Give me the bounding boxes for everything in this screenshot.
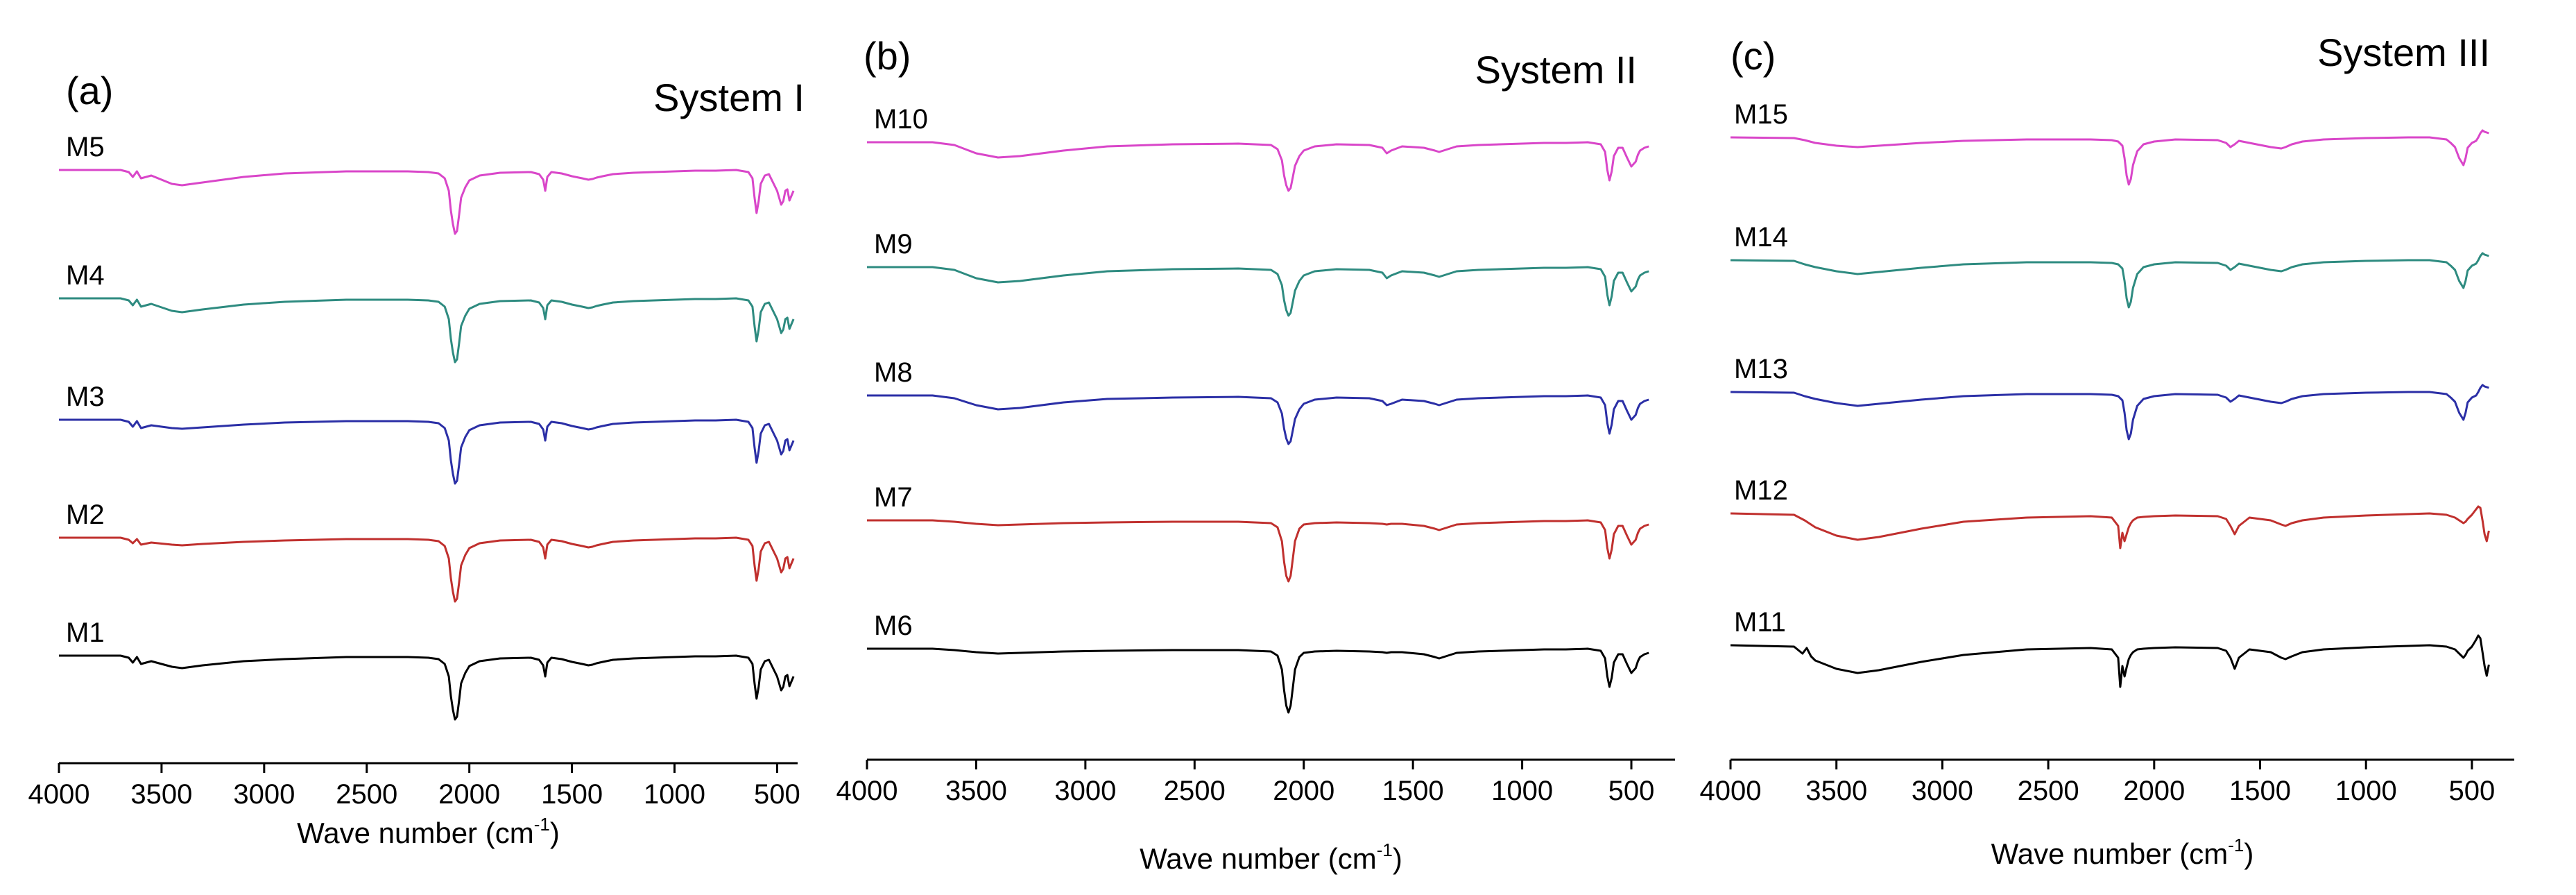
series-label-m2: M2 <box>66 500 105 530</box>
series-label-m3: M3 <box>66 382 105 412</box>
x-tick-label: 3000 <box>1054 776 1116 806</box>
panel-letter: (c) <box>1731 34 1776 78</box>
x-tick-label: 500 <box>2449 776 2496 806</box>
panel-c: 4000 3500 3000 2500 2000 1500 1000 500 Wave numb… <box>1700 31 2514 870</box>
series-label-m4: M4 <box>66 260 105 291</box>
x-tick-label: 3000 <box>1912 776 1973 806</box>
series-line-m4 <box>59 297 795 364</box>
series-line-m15 <box>1730 129 2489 186</box>
series-label-m15: M15 <box>1734 99 1788 130</box>
series-line-m14 <box>1730 252 2489 309</box>
series-line-m9 <box>867 266 1649 317</box>
x-tick-label: 500 <box>1608 776 1655 806</box>
series-label-m7: M7 <box>874 482 913 513</box>
series-line-m5 <box>59 169 795 235</box>
x-tick-label: 1000 <box>2335 776 2397 806</box>
series-line-m13 <box>1730 384 2489 441</box>
series-line-m1 <box>59 654 795 721</box>
panel-letter: (b) <box>864 34 911 78</box>
series-label-m11: M11 <box>1734 607 1786 638</box>
series-label-m8: M8 <box>874 357 913 388</box>
panel-a: 4000 3500 3000 2500 2000 1500 1000 500 Wave numb… <box>28 69 805 849</box>
series-line-m3 <box>59 418 795 485</box>
series-label-m1: M1 <box>66 617 105 648</box>
x-tick-label: 2000 <box>2123 776 2185 806</box>
series-line-m7 <box>867 519 1649 583</box>
series-label-m10: M10 <box>874 104 928 135</box>
x-axis-title: Wave number (cm-1) <box>1991 835 2254 870</box>
x-tick-label: 3500 <box>130 779 192 810</box>
x-tick-label: 1500 <box>2229 776 2291 806</box>
x-tick-label: 500 <box>754 779 800 810</box>
x-tick-label: 2500 <box>2018 776 2079 806</box>
series-label-m13: M13 <box>1734 354 1788 384</box>
panel-letter: (a) <box>66 69 113 112</box>
x-axis-title: Wave number (cm-1) <box>1140 839 1402 875</box>
chart-title: System I <box>653 76 805 119</box>
x-tick-label: 4000 <box>836 776 898 806</box>
x-axis-title: Wave number (cm-1) <box>297 814 560 849</box>
series-label-m5: M5 <box>66 132 105 162</box>
series-line-m8 <box>867 394 1649 445</box>
x-tick-label: 1500 <box>1382 776 1444 806</box>
series-label-m9: M9 <box>874 229 913 259</box>
series-label-m12: M12 <box>1734 475 1788 506</box>
x-tick-label: 2500 <box>336 779 397 810</box>
series-label-m6: M6 <box>874 611 913 641</box>
x-tick-label: 4000 <box>1700 776 1762 806</box>
x-tick-label: 2000 <box>438 779 500 810</box>
series-line-m2 <box>59 536 795 603</box>
x-tick-label: 2000 <box>1273 776 1334 806</box>
x-tick-label: 4000 <box>28 779 90 810</box>
x-tick-label: 1000 <box>644 779 705 810</box>
chart-title: System III <box>2317 31 2490 74</box>
x-tick-label: 3500 <box>945 776 1007 806</box>
x-tick-label: 1000 <box>1491 776 1553 806</box>
x-tick-label: 2500 <box>1164 776 1226 806</box>
series-line-m12 <box>1730 505 2490 549</box>
x-tick-label: 3000 <box>233 779 295 810</box>
series-line-m11 <box>1730 634 2490 688</box>
x-tick-label: 3500 <box>1805 776 1867 806</box>
series-line-m10 <box>867 141 1649 192</box>
series-line-m6 <box>867 647 1649 714</box>
chart-title: System II <box>1475 48 1637 92</box>
series-label-m14: M14 <box>1734 222 1788 253</box>
x-tick-label: 1500 <box>541 779 603 810</box>
panel-b: 4000 3500 3000 2500 2000 1500 1000 500 Wave numb… <box>836 34 1675 875</box>
